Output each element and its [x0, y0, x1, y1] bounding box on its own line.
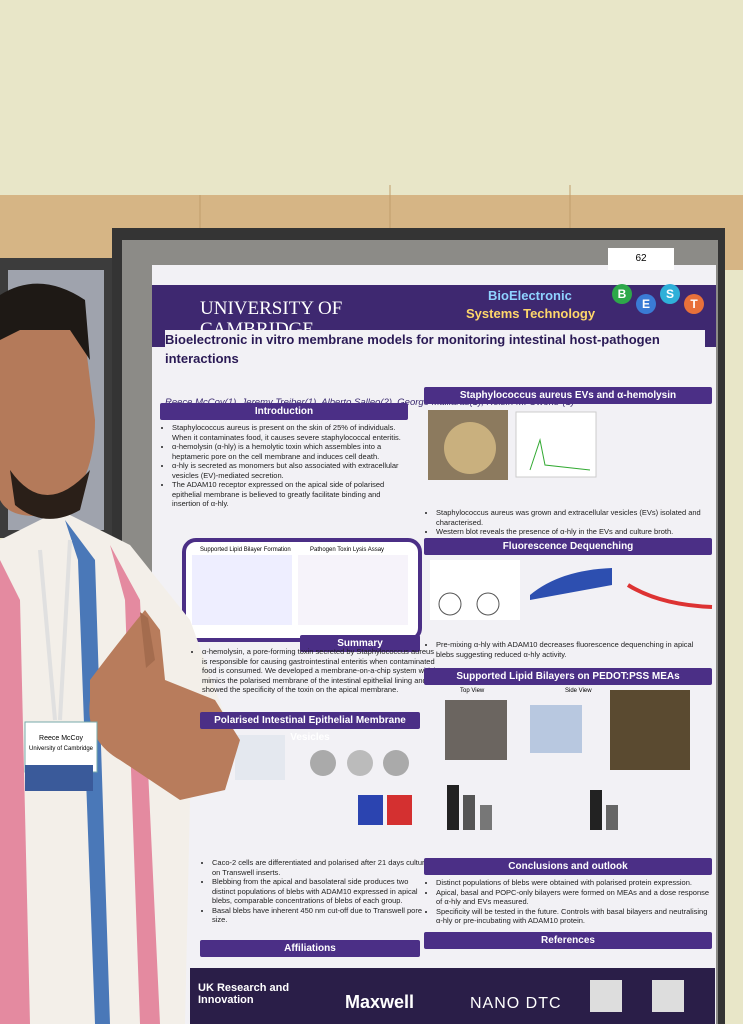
- section-heading: Polarised Intestinal Epithelial Membrane…: [200, 712, 420, 743]
- bullet-list: α-hemolysin, a pore-forming toxin secret…: [190, 647, 440, 695]
- badge-name: Reece McCoy: [39, 735, 83, 742]
- bullet: Apical, basal and POPC-only bilayers wer…: [436, 888, 712, 907]
- section-heading: Supported Lipid Bilayers on PEDOT:PSS ME…: [424, 668, 712, 685]
- section-heading: Introduction: [160, 403, 408, 420]
- bullet: Pre-mixing α-hly with ADAM10 decreases f…: [436, 640, 712, 659]
- section-heading: References: [424, 932, 712, 949]
- bullet: Staphylococcus aureus is present on the …: [172, 423, 410, 442]
- bullet-list: Staphylococcus aureus was grown and extr…: [424, 508, 712, 537]
- bullet: α-hly is secreted as monomers but also a…: [172, 461, 410, 480]
- logo-letter: E: [636, 294, 656, 314]
- slb-label: Side View: [565, 688, 592, 694]
- bullet: Caco-2 cells are differentiated and pola…: [212, 858, 430, 877]
- sponsor: Maxwell: [345, 992, 415, 1012]
- authors: Reece McCoy(1), Jeremy Treiber(1), Alber…: [165, 397, 574, 408]
- bullet: Western blot reveals the presence of α-h…: [436, 527, 712, 537]
- group-line1: BioElectronic: [488, 288, 572, 303]
- poster-number: 62: [608, 248, 674, 270]
- section-heading: Staphylococcus aureus EVs and α-hemolysi…: [424, 387, 712, 404]
- sponsor: UK Research and Innovation: [198, 982, 290, 1006]
- bullet-list: Staphylococcus aureus is present on the …: [160, 423, 410, 509]
- diagram-label: Pathogen Toxin Lysis Assay: [310, 547, 385, 553]
- logo-letter: S: [660, 284, 680, 304]
- section-heading: Summary: [300, 635, 420, 652]
- bullet-list: Caco-2 cells are differentiated and pola…: [200, 858, 430, 925]
- slb-label: Top View: [460, 688, 485, 694]
- bullet: α-hemolysin (α-hly) is a hemolytic toxin…: [172, 442, 410, 461]
- section-heading: Conclusions and outlook: [424, 858, 712, 875]
- bullet: Basal blebs have inherent 450 nm cut-off…: [212, 906, 430, 925]
- logo-letter: B: [612, 284, 632, 304]
- diagram-label: Supported Lipid Bilayer Formation: [200, 547, 291, 553]
- bullet: α-hemolysin, a pore-forming toxin secret…: [202, 647, 440, 695]
- bullet: Blebbing from the apical and basolateral…: [212, 877, 430, 906]
- bullet-list: Distinct populations of blebs were obtai…: [424, 878, 712, 926]
- group-line2: Systems Technology: [466, 306, 596, 321]
- bullet-list: Pre-mixing α-hly with ADAM10 decreases f…: [424, 640, 712, 659]
- poster-title: Bioelectronic in vitro membrane models f…: [165, 330, 705, 368]
- section-heading: Affiliations: [200, 940, 420, 957]
- bullet: Distinct populations of blebs were obtai…: [436, 878, 712, 888]
- bullet: Specificity will be tested in the future…: [436, 907, 712, 926]
- logo-letter: T: [684, 294, 704, 314]
- badge-affiliation: University of Cambridge: [28, 746, 94, 752]
- sponsor: NANO DTC: [470, 995, 562, 1012]
- bullet: The ADAM10 receptor expressed on the api…: [172, 480, 410, 509]
- section-heading: Fluorescence Dequenching: [424, 538, 712, 555]
- bullet: Staphylococcus aureus was grown and extr…: [436, 508, 712, 527]
